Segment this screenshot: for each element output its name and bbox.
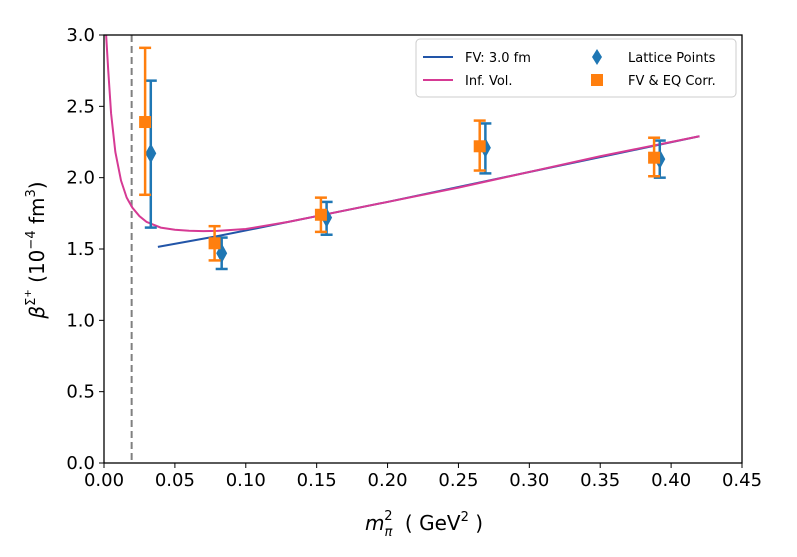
x-tick-label: 0.35 xyxy=(580,470,620,491)
legend-label: FV & EQ Corr. xyxy=(628,74,716,89)
legend-box xyxy=(415,38,737,98)
y-tick-label: 2.0 xyxy=(66,168,95,189)
x-axis-title: mπ2 ( GeV2 ) xyxy=(365,509,483,540)
x-tick-label: 0.20 xyxy=(368,470,408,491)
y-tick-label: 3.0 xyxy=(66,25,95,46)
legend-square-swatch xyxy=(591,74,603,86)
series-line-1 xyxy=(105,35,700,233)
y-axis-title: βΣ+ (10−4 fm3) xyxy=(23,181,49,319)
y-tick-label: 1.5 xyxy=(66,239,95,260)
x-tick-label: 0.45 xyxy=(722,470,762,491)
legend-diamond-swatch xyxy=(592,49,602,65)
data-point-square xyxy=(314,208,327,221)
x-tick-label: 0.10 xyxy=(226,470,266,491)
data-point-square xyxy=(648,151,661,164)
legend-label: FV: 3.0 fm xyxy=(465,51,531,66)
x-tick-label: 0.15 xyxy=(297,470,337,491)
data-point-square xyxy=(473,140,486,153)
data-point-square xyxy=(208,237,221,250)
plot-clip-group xyxy=(105,35,700,463)
data-point-square xyxy=(139,116,152,129)
data-point-diamond xyxy=(145,143,157,164)
y-tick-label: 1.0 xyxy=(66,310,95,331)
x-tick-label: 0.25 xyxy=(438,470,478,491)
y-tick-label: 0.5 xyxy=(66,382,95,403)
legend-label: Inf. Vol. xyxy=(465,74,513,89)
x-tick-label: 0.30 xyxy=(509,470,549,491)
x-tick-label: 0.40 xyxy=(651,470,691,491)
axes-frame xyxy=(103,34,743,464)
legend: FV: 3.0 fm Inf. Vol. Lattice Points FV & EQ… xyxy=(415,38,737,98)
x-tick-label: 0.00 xyxy=(84,470,124,491)
y-tick-label: 2.5 xyxy=(66,96,95,117)
plot-area xyxy=(105,35,700,463)
legend-label: Lattice Points xyxy=(628,51,716,66)
x-tick-label: 0.05 xyxy=(155,470,195,491)
y-tick-label: 0.0 xyxy=(66,453,95,474)
axes: 0.00 0.05 0.10 0.15 0.20 0.25 0.30 0.35 0.40 0.45… xyxy=(66,25,762,491)
